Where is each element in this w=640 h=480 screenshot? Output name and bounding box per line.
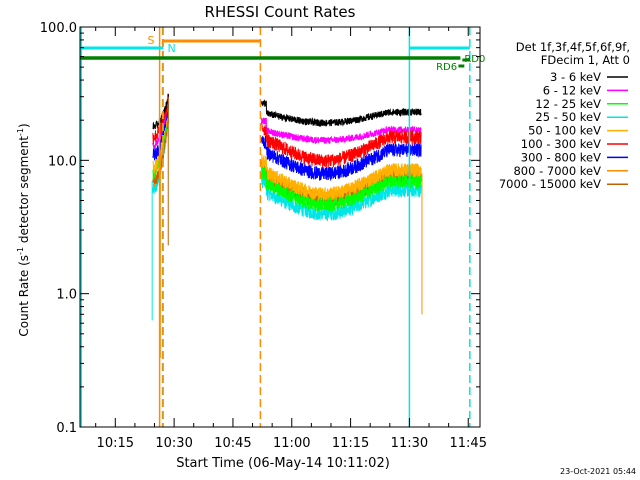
series-line-seg2	[261, 135, 422, 181]
y-axis-label: Count Rate (s-1 detector segment-1)	[16, 123, 31, 336]
legend: Det 1f,3f,4f,5f,6f,9f, FDecim 1, Att 0 3…	[499, 40, 630, 191]
series-line-seg1	[152, 100, 169, 161]
legend-entry-label: 25 - 50 keV	[535, 110, 601, 124]
series-line-seg1	[152, 100, 169, 149]
footer-timestamp: 23-Oct-2021 05:44	[560, 467, 636, 476]
x-tick-label: 11:00	[273, 436, 310, 451]
series-line-seg2	[261, 165, 422, 212]
x-tick-label: 10:15	[97, 436, 134, 451]
rd6-label: RD6	[436, 62, 457, 73]
series-line-seg2	[261, 99, 422, 128]
x-tick-label: 10:30	[155, 436, 192, 451]
series-3-6keV	[152, 94, 422, 130]
series-100-300keV	[152, 93, 422, 168]
x-tick-label: 11:15	[332, 436, 369, 451]
legend-entry-label: 6 - 12 keV	[543, 83, 601, 97]
y-tick-label: 1.0	[56, 288, 77, 303]
legend-entry-label: 7000 - 15000 keV	[499, 177, 601, 191]
series-6-12keV	[152, 100, 422, 149]
plot-frame	[79, 26, 481, 428]
series-line-seg2	[261, 117, 422, 145]
legend-title-1: Det 1f,3f,4f,5f,6f,9f,	[516, 40, 630, 54]
series-line-seg1	[152, 93, 169, 145]
night-label: N	[167, 42, 175, 55]
saa-label: S	[147, 34, 154, 47]
y-tick-label: 0.1	[56, 421, 77, 436]
y-axis-ticks: 0.1 1.0 10.0 100.0	[40, 21, 480, 436]
legend-entry-label: 100 - 300 keV	[521, 137, 601, 151]
x-axis-label: Start Time (06-May-14 10:11:02)	[176, 456, 390, 471]
series-300-800keV	[152, 100, 422, 181]
chart-title: RHESSI Count Rates	[205, 3, 356, 21]
series-line-seg2	[261, 122, 422, 168]
rd0-label: RD0	[464, 54, 485, 65]
y-tick-label: 100.0	[40, 21, 77, 36]
series-line-seg2	[261, 154, 422, 201]
overlay-layer: SN RD6 RD0	[80, 27, 485, 427]
legend-entry-label: 3 - 6 keV	[550, 70, 601, 84]
legend-entry-label: 800 - 7000 keV	[513, 164, 601, 178]
x-axis-ticks: 10:15 10:30 10:45 11:00 11:15 11:30 11:45	[95, 27, 487, 451]
x-tick-label: 11:30	[391, 436, 428, 451]
y-tick-label: 10.0	[48, 154, 77, 169]
x-tick-label: 10:45	[214, 436, 251, 451]
legend-entry-label: 50 - 100 keV	[528, 124, 601, 138]
legend-title-2: FDecim 1, Att 0	[541, 53, 630, 67]
legend-entry-label: 300 - 800 keV	[521, 150, 601, 164]
x-tick-label: 11:45	[450, 436, 487, 451]
series-layer	[151, 93, 423, 358]
legend-entry-label: 12 - 25 keV	[535, 97, 601, 111]
series-line-seg1	[152, 94, 169, 130]
